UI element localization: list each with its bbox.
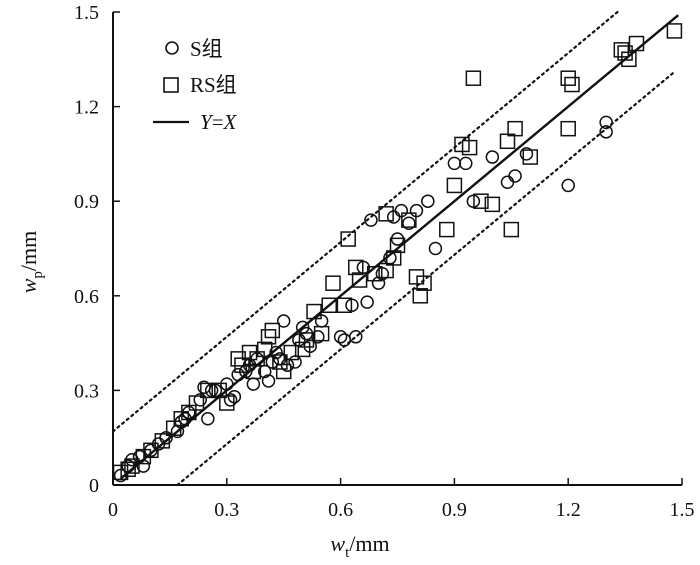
s-point [519,147,534,161]
rs-point [385,250,402,266]
rs-point [416,275,432,291]
rs-point [298,332,315,348]
s-point [561,178,575,193]
s-point [276,314,291,328]
s-point [402,216,416,231]
rs-point [336,297,353,314]
rs-point [340,231,356,247]
rs-point [272,354,288,370]
s-point [337,333,352,347]
y-tick-label: 0.3 [74,380,99,402]
rs-point [219,395,235,411]
rs-point [200,382,216,399]
legend-s-marker [165,41,179,55]
rs-point [412,288,429,304]
rs-point [465,70,482,86]
x-tick-label: 1.2 [556,499,581,521]
rs-point [124,458,140,474]
rs-point [473,193,489,209]
s-point [485,150,500,164]
rs-point [325,275,341,291]
rs-point [245,363,262,380]
rs-point [306,303,322,320]
rs-point [143,442,159,459]
rs-point [503,221,520,238]
rs-point [351,272,368,288]
rs-point [366,265,383,282]
s-point [333,330,348,344]
rs-point [628,35,645,52]
x-tick-label: 0.3 [214,499,239,521]
y-axis-title: wp/mm [16,231,46,294]
s-point [360,295,374,309]
legend-line-label: Y=X [200,110,238,134]
rs-point [461,139,478,156]
bound-line [176,70,676,487]
rs-point [154,433,171,449]
rs-point [522,149,539,165]
s-point [508,169,522,183]
rs-point [120,461,136,477]
rs-point [294,341,311,358]
s-point [599,125,613,139]
identity-line [119,14,679,480]
s-point [201,412,215,426]
rs-point [283,344,300,361]
s-point [136,459,151,473]
rs-point [439,221,455,238]
rs-point [401,212,417,228]
legend-rs-marker [163,77,179,93]
y-tick-label: 0.6 [74,286,99,308]
s-point [349,330,363,344]
rs-point [348,259,364,276]
s-point [599,115,613,130]
x-tick-label: 0.6 [328,499,353,521]
s-point [231,367,245,382]
x-tick-label: 1.5 [670,499,695,521]
s-point [447,156,462,171]
s-point [261,374,276,388]
s-point [459,156,473,171]
y-tick-label: 0 [89,475,99,497]
s-point [428,241,443,256]
s-point [223,393,238,407]
y-tick-label: 0.9 [74,191,99,213]
rs-point [256,341,273,358]
x-tick-label: 0 [108,499,118,521]
rs-point [389,237,406,254]
y-tick-label: 1.5 [74,2,99,24]
rs-point [484,196,501,213]
s-point [421,194,435,208]
s-point [311,330,325,344]
rs-point [378,206,394,222]
legend-rs-label: RS组 [190,73,237,97]
rs-point [621,51,637,68]
x-axis-title: wt/mm [330,531,389,561]
rs-point [560,70,576,86]
rs-point [666,23,683,39]
rs-point [313,325,330,342]
bound-line [111,10,619,433]
rs-point [264,322,281,339]
rs-point [188,395,205,411]
rs-point [560,120,576,137]
rs-point [446,177,463,194]
s-point [364,213,378,227]
legend: S组 RS组 Y=X [153,37,238,134]
s-point [500,175,515,190]
legend-s-label: S组 [190,37,223,61]
y-tick-label: 1.2 [74,97,99,119]
rs-point [507,120,523,137]
s-point [246,377,261,391]
rs-point [321,297,337,314]
rs-point [275,363,292,380]
x-tick-label: 0.9 [442,499,467,521]
